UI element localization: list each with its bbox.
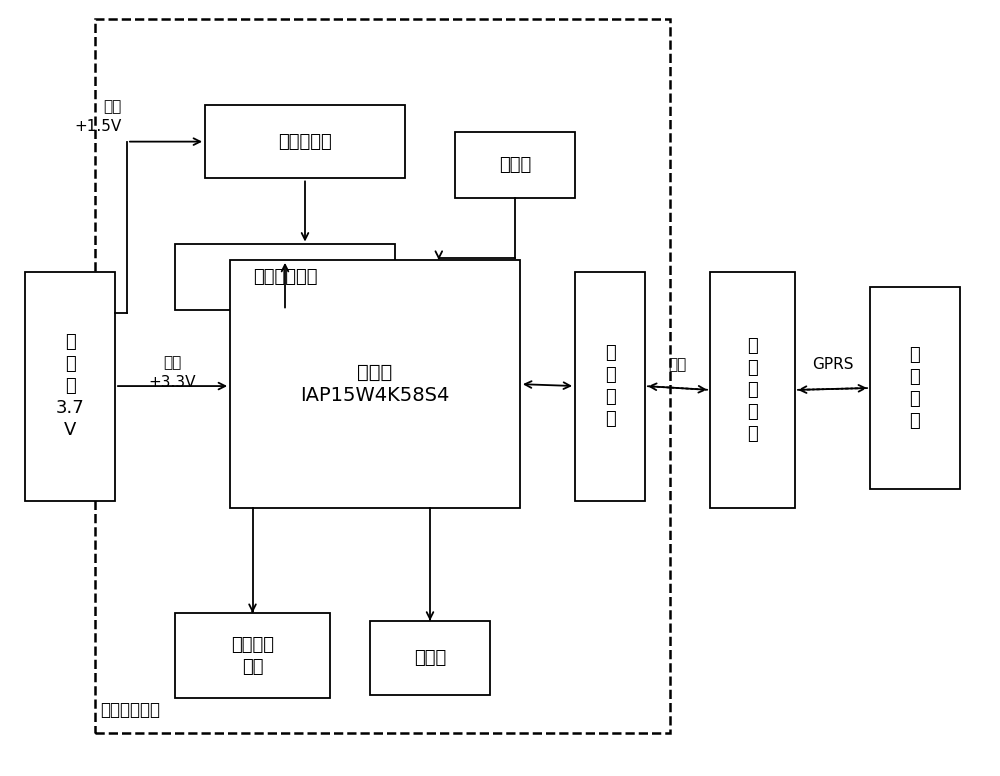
Text: 电平转换模块: 电平转换模块 <box>253 268 317 286</box>
Text: 显示屏: 显示屏 <box>414 649 446 667</box>
Bar <box>870 287 960 489</box>
Bar <box>175 613 330 698</box>
Text: 降压: 降压 <box>104 99 122 114</box>
Bar <box>710 272 795 508</box>
Bar <box>370 621 490 695</box>
Bar <box>175 244 395 310</box>
Text: 容栋传感器: 容栋传感器 <box>278 133 332 151</box>
Bar <box>25 272 115 501</box>
Text: 声光提示
模块: 声光提示 模块 <box>231 636 274 676</box>
Text: +1.5V: +1.5V <box>75 119 122 133</box>
Text: 自动测量装置: 自动测量装置 <box>100 702 160 719</box>
Text: +3.3V: +3.3V <box>149 375 196 390</box>
Text: 按键组: 按键组 <box>499 156 531 174</box>
Bar <box>230 260 520 508</box>
Text: 单片机
IAP15W4K58S4: 单片机 IAP15W4K58S4 <box>300 363 450 405</box>
Text: 降压: 降压 <box>163 355 182 370</box>
Text: 云
服
务
器: 云 服 务 器 <box>910 345 920 431</box>
Bar <box>95 19 670 733</box>
Text: 蓝牙: 蓝牙 <box>668 357 687 372</box>
Bar <box>205 105 405 178</box>
Text: 锂
电
池
3.7
V: 锂 电 池 3.7 V <box>56 333 84 439</box>
Text: GPRS: GPRS <box>812 358 853 372</box>
Bar <box>575 272 645 501</box>
Text: 通
信
模
块: 通 信 模 块 <box>605 344 615 428</box>
Text: 移
动
端
设
备: 移 动 端 设 备 <box>747 337 758 443</box>
Bar <box>455 132 575 198</box>
